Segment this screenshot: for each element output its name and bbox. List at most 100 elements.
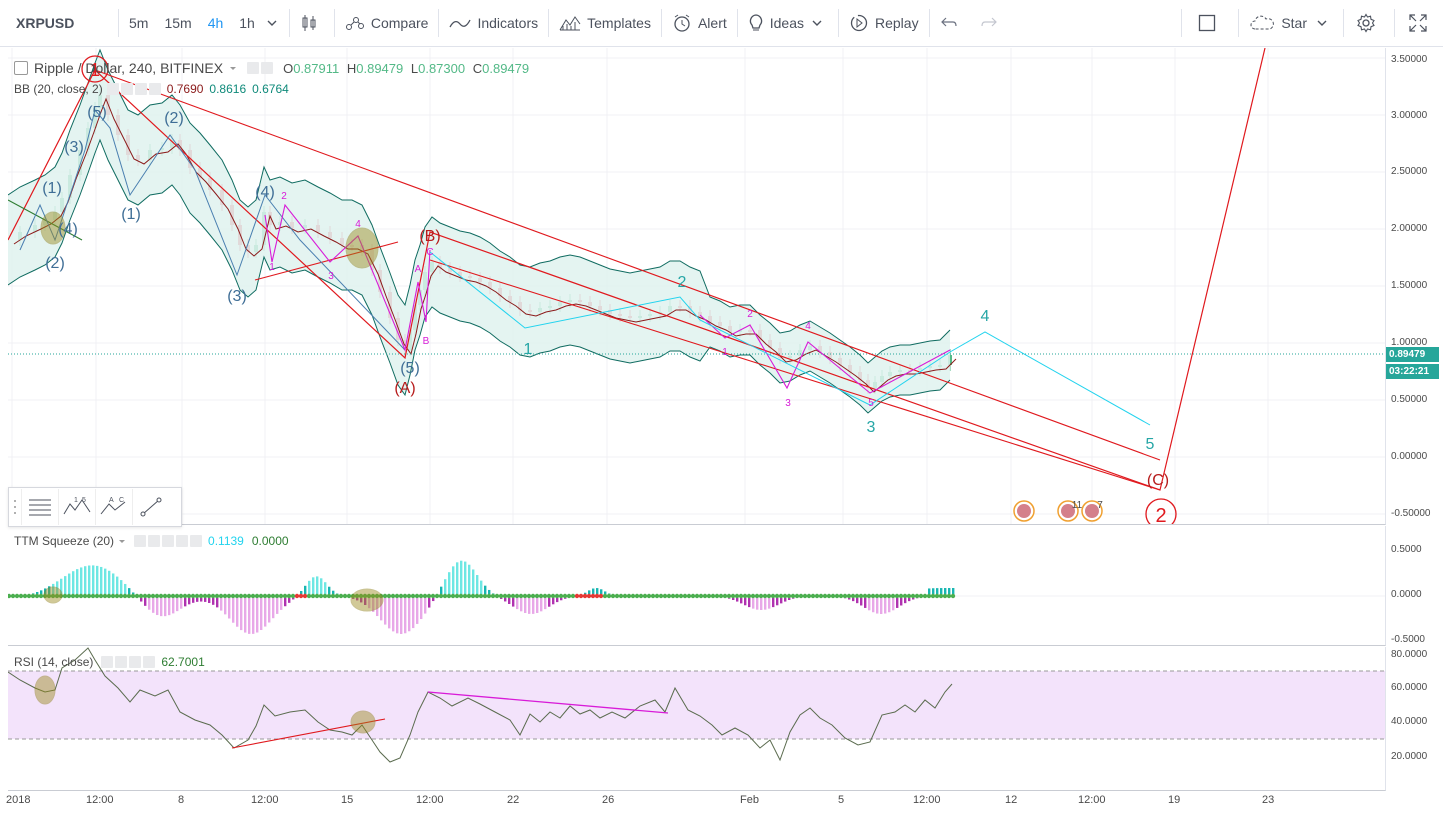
squeeze-dot (874, 593, 880, 599)
interval-4h[interactable]: 4h (207, 15, 224, 31)
squeeze-axis[interactable]: 0.5000 0.0000 -0.5000 (1386, 526, 1443, 645)
symbol-description[interactable]: Ripple / Dollar, 240, BITFINEX (34, 60, 224, 76)
squeeze-canvas[interactable] (8, 526, 1385, 645)
alert-button[interactable]: Alert (664, 0, 735, 46)
squeeze-dot (506, 593, 512, 599)
eye-mini-button[interactable] (101, 656, 114, 668)
toolbar-right: Star (1179, 0, 1443, 46)
squeeze-dot (554, 593, 560, 599)
squeeze-label[interactable]: TTM Squeeze (20) (14, 534, 115, 548)
price-chart-canvas[interactable]: 1 2 (A) (B) (C) (1) (2) (3) (4) (5) (1) (2) (3) (4) (5… (8, 48, 1385, 524)
squeeze-bar (532, 596, 535, 614)
squeeze-bar (84, 566, 87, 596)
time-tick: 23 (1262, 794, 1275, 806)
squeeze-bar (124, 583, 127, 596)
bb-label[interactable]: BB (20, close, 2) (14, 82, 103, 96)
squeeze-bar (760, 596, 763, 610)
rsi-trendline (231, 718, 386, 749)
squeeze-bar (160, 596, 163, 617)
squeeze-dot (922, 593, 928, 599)
squeeze-dot (154, 593, 160, 599)
settings-mini-button[interactable] (148, 535, 161, 547)
h-label: H (346, 60, 357, 76)
close-mini-button[interactable] (148, 83, 161, 95)
rsi-canvas[interactable] (8, 647, 1385, 790)
templates-button[interactable]: Templates (551, 0, 659, 46)
squeeze-dot (562, 593, 568, 599)
squeeze-dot (670, 593, 676, 599)
squeeze-dot (322, 593, 328, 599)
chevron-down-icon[interactable] (229, 64, 237, 72)
wave-label-blue: (2) (164, 110, 184, 127)
squeeze-bar (908, 596, 911, 602)
lines-icon[interactable] (22, 489, 59, 525)
visibility-mini-button[interactable] (261, 62, 274, 74)
squeeze-dot (90, 593, 96, 599)
add-mini-button[interactable] (176, 535, 189, 547)
rsi-axis[interactable]: 80.0000 60.0000 40.0000 20.0000 (1386, 647, 1443, 790)
eye-mini-button[interactable] (134, 535, 147, 547)
squeeze-bar (520, 596, 523, 612)
squeeze-dot (446, 593, 452, 599)
settings-mini-button[interactable] (115, 656, 128, 668)
highlight-ellipse (40, 211, 66, 245)
interval-15m[interactable]: 15m (164, 15, 192, 31)
squeeze-bar (552, 596, 555, 605)
undo-button[interactable] (932, 0, 972, 46)
wave-label-red-1: 1 (90, 60, 100, 80)
eye-mini-button[interactable] (106, 83, 119, 95)
squeeze-bar (364, 596, 367, 606)
squeeze-dot (86, 593, 92, 599)
interval-dropdown[interactable] (263, 0, 287, 46)
squeeze-dot (162, 593, 168, 599)
squeeze-dot (814, 593, 820, 599)
squeeze-dot (174, 593, 180, 599)
redo-button[interactable] (972, 0, 1012, 46)
close-mini-button[interactable] (190, 535, 203, 547)
settings-mini-button[interactable] (120, 83, 133, 95)
main-price-pane[interactable]: 1 2 (A) (B) (C) (1) (2) (3) (4) (5) (1) (2) (3) (4) (5… (8, 48, 1386, 525)
ttm-squeeze-pane[interactable] (8, 526, 1386, 646)
braces-mini-button[interactable] (162, 535, 175, 547)
squeeze-dot (634, 593, 640, 599)
indicator-buttons (101, 656, 157, 668)
squeeze-dot (274, 593, 280, 599)
squeeze-dot (766, 593, 772, 599)
drag-handle-icon[interactable] (9, 489, 22, 525)
settings-mini-button[interactable] (247, 62, 260, 74)
price-axis[interactable]: 3.50000 3.00000 2.50000 2.00000 1.50000 … (1386, 48, 1443, 524)
squeeze-dot (426, 593, 432, 599)
squeeze-dot (570, 593, 576, 599)
indicators-icon (449, 19, 472, 28)
chart-type-button[interactable] (292, 0, 332, 46)
indicators-button[interactable]: Indicators (441, 0, 546, 46)
trendline-icon[interactable] (133, 489, 169, 525)
time-tick: 12 (1005, 794, 1018, 806)
replay-button[interactable]: Replay (841, 0, 927, 46)
squeeze-dot (78, 593, 84, 599)
bb-mid-value: 0.7690 (166, 82, 204, 96)
compare-button[interactable]: Compare (337, 0, 437, 46)
wave-label-red-2: 2 (1155, 505, 1166, 524)
squeeze-dot (250, 593, 256, 599)
fullscreen-button[interactable] (1397, 0, 1443, 46)
settings-button[interactable] (1346, 0, 1392, 46)
squeeze-bar (448, 572, 451, 596)
add-mini-button[interactable] (134, 83, 147, 95)
squeeze-bar (80, 567, 83, 596)
rsi-label[interactable]: RSI (14, close) (14, 655, 94, 669)
squeeze-bar (408, 596, 411, 632)
rsi-pane[interactable] (8, 647, 1386, 791)
interval-1h[interactable]: 1h (239, 15, 255, 31)
fullscreen-checkbox-button[interactable] (1184, 0, 1236, 46)
eye-icon[interactable] (14, 61, 28, 75)
close-mini-button[interactable] (143, 656, 156, 668)
add-mini-button[interactable] (129, 656, 142, 668)
chevron-down-icon[interactable] (118, 537, 126, 545)
ideas-button[interactable]: Ideas (740, 0, 836, 46)
interval-5m[interactable]: 5m (129, 15, 149, 31)
star-layout-button[interactable]: Star (1241, 0, 1341, 46)
symbol-search[interactable]: XRPUSD (16, 15, 75, 31)
